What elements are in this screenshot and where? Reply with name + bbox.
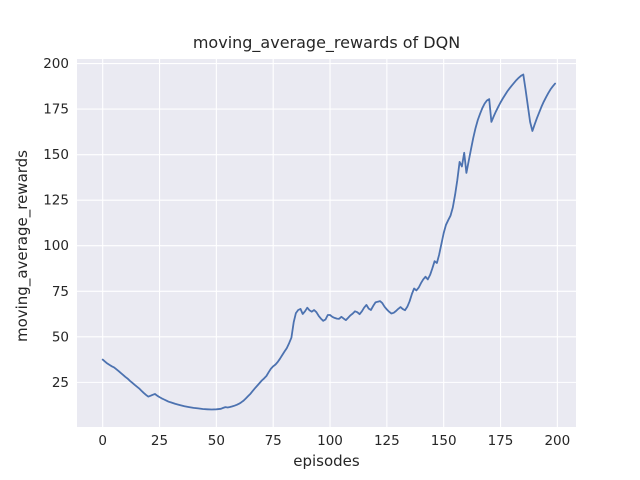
x-tick-label: 175 bbox=[488, 433, 514, 449]
x-tick-label: 200 bbox=[544, 433, 570, 449]
x-tick-label: 0 bbox=[98, 433, 107, 449]
x-tick-label: 25 bbox=[151, 433, 168, 449]
x-tick-label: 75 bbox=[265, 433, 282, 449]
y-tick-label: 150 bbox=[43, 147, 69, 163]
y-tick-label: 175 bbox=[43, 102, 69, 118]
y-tick-label: 200 bbox=[43, 56, 69, 72]
y-tick-label: 125 bbox=[43, 193, 69, 209]
y-axis-label: moving_average_rewards bbox=[13, 149, 31, 343]
x-tick-label: 150 bbox=[431, 433, 457, 449]
x-tick-label: 125 bbox=[374, 433, 400, 449]
x-axis-label: episodes bbox=[293, 452, 360, 470]
chart-title: moving_average_rewards of DQN bbox=[192, 33, 461, 52]
y-tick-label: 100 bbox=[43, 238, 69, 254]
plot-area bbox=[77, 59, 576, 427]
y-tick-label: 25 bbox=[52, 375, 69, 391]
y-tick-label: 75 bbox=[52, 284, 69, 300]
x-tick-label: 100 bbox=[317, 433, 343, 449]
line-series bbox=[101, 73, 556, 411]
y-tick-label: 50 bbox=[52, 329, 69, 345]
x-tick-label: 50 bbox=[208, 433, 225, 449]
